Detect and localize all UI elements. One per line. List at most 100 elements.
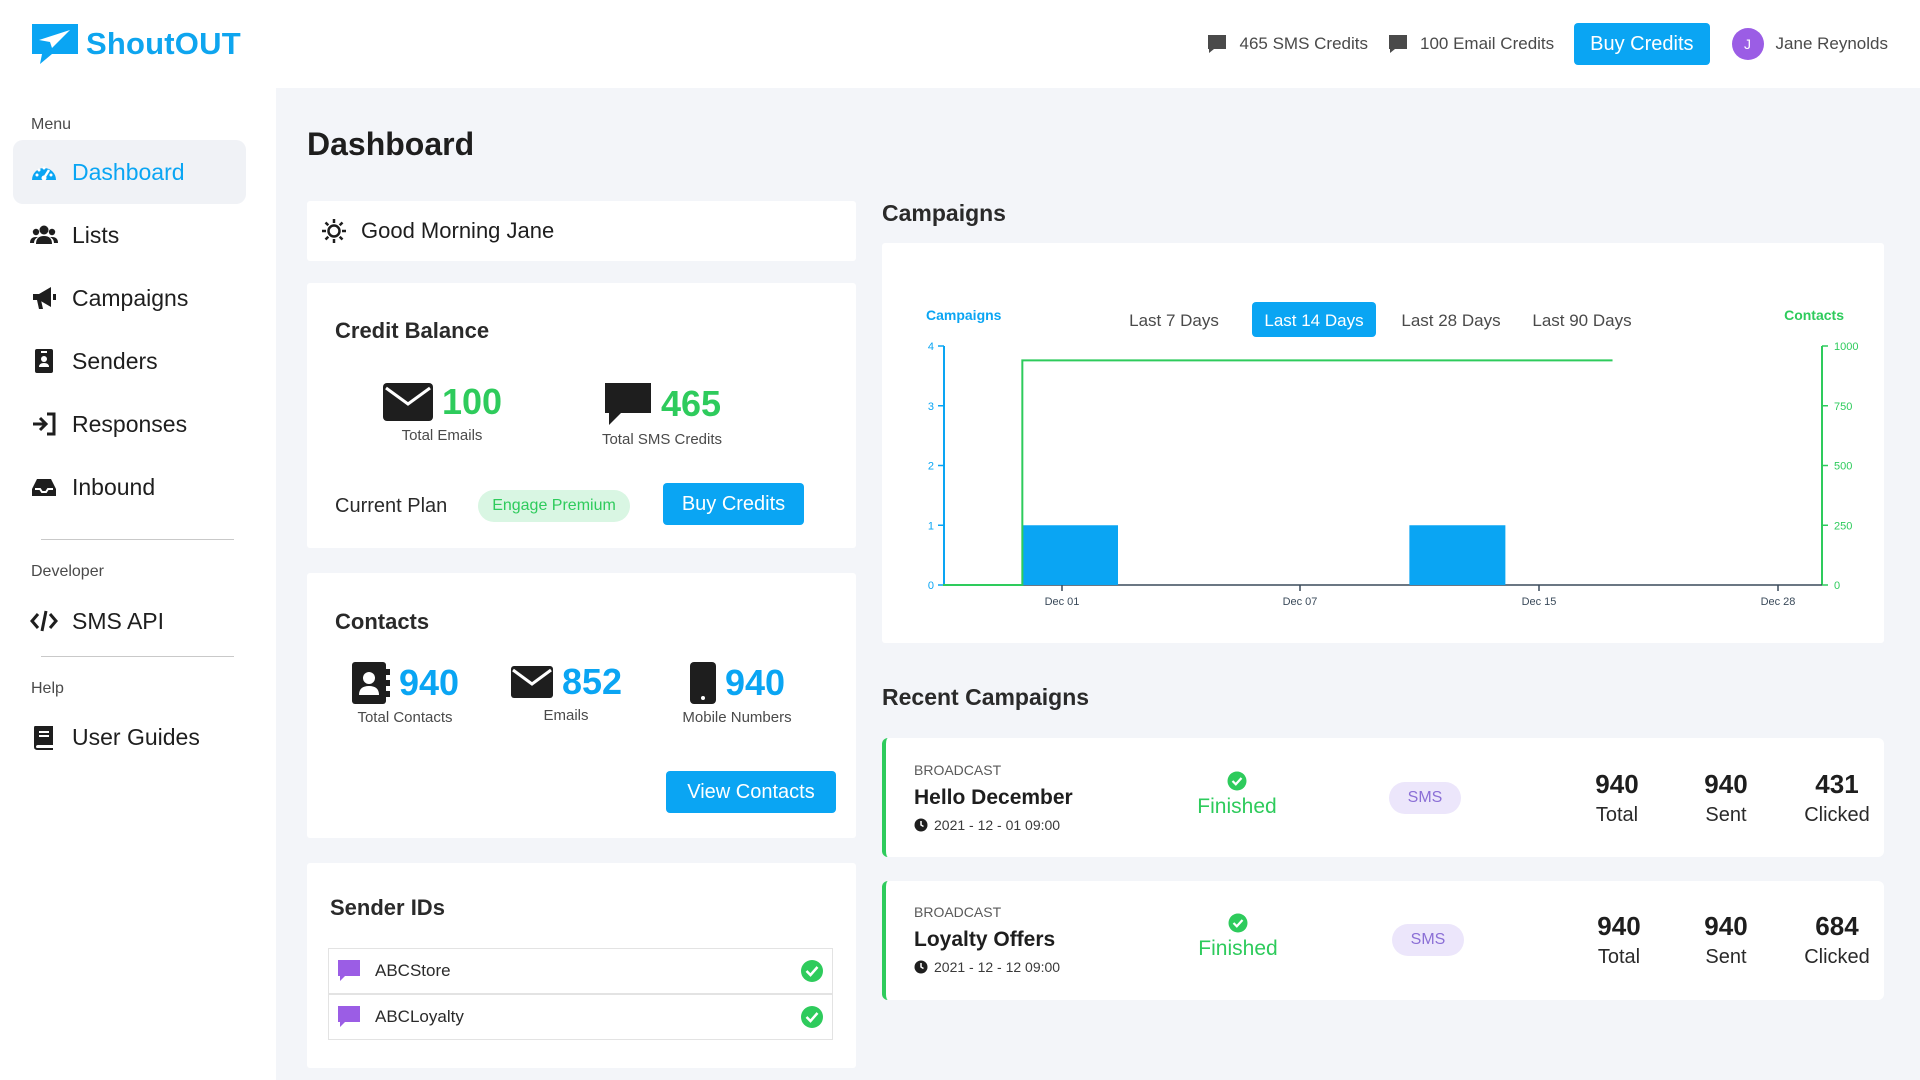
range-tab-active-bg[interactable] xyxy=(1252,302,1376,337)
envelope-icon xyxy=(510,666,553,698)
x-tick-label: Dec 15 xyxy=(1522,596,1557,608)
sms-bubble-icon xyxy=(1208,35,1227,53)
total-contacts-stat: 940 Total Contacts xyxy=(345,661,465,726)
buy-credits-button[interactable]: Buy Credits xyxy=(663,483,804,525)
email-credits-chip: 100 Email Credits xyxy=(1386,32,1554,56)
code-icon xyxy=(30,610,58,632)
megaphone-icon xyxy=(33,287,56,309)
id-badge-icon xyxy=(35,349,53,373)
sidebar-item-responses[interactable]: Responses xyxy=(13,392,246,456)
sidebar-item-label: Lists xyxy=(72,221,120,248)
sender-message-icon xyxy=(338,1006,360,1027)
sidebar-item-senders[interactable]: Senders xyxy=(13,329,246,393)
user-menu[interactable]: J Jane Reynolds xyxy=(1731,28,1888,60)
sidebar-item-label: Dashboard xyxy=(72,158,185,185)
metric-clicked-label: Clicked xyxy=(1804,804,1870,826)
campaigns-chart: Campaigns Contacts Last 7 Days Last 14 Days… xyxy=(926,302,1858,608)
metric-total: 940 Total xyxy=(1572,769,1662,827)
email-bubble-icon xyxy=(1388,35,1407,53)
dashboard-icon xyxy=(32,166,56,181)
channel-badge: SMS xyxy=(1389,782,1461,814)
sender-row[interactable]: ABCStore xyxy=(328,948,833,994)
inbox-icon xyxy=(32,479,56,496)
header-buy-credits-button[interactable]: Buy Credits xyxy=(1574,23,1710,65)
right-tick-label: 1000 xyxy=(1834,341,1858,353)
campaign-type: BROADCAST xyxy=(914,904,1002,920)
sidebar-item-user-guides[interactable]: User Guides xyxy=(13,705,246,769)
recent-campaign-card[interactable]: BROADCAST Loyalty Offers 2021 - 12 - 12 … xyxy=(882,881,1884,1000)
plan-badge: Engage Premium xyxy=(478,490,630,522)
sender-name: ABCStore xyxy=(375,961,451,980)
campaign-date: 2021 - 12 - 12 09:00 xyxy=(914,959,1060,975)
sidebar-item-inbound[interactable]: Inbound xyxy=(13,455,246,519)
sender-row[interactable]: ABCLoyalty xyxy=(328,994,833,1040)
email-credits-text: 100 Email Credits xyxy=(1419,34,1555,53)
campaign-bar[interactable] xyxy=(1409,525,1506,585)
user-name[interactable]: Jane Reynolds xyxy=(1775,34,1888,53)
campaign-bar[interactable] xyxy=(1022,525,1118,585)
greeting-card: Good Morning Jane xyxy=(307,201,856,261)
metric-clicked: 684 Clicked xyxy=(1792,911,1882,969)
left-tick-label: 3 xyxy=(928,401,934,413)
brand-name: ShoutOUT xyxy=(86,26,241,61)
campaign-status-text: Finished xyxy=(1198,937,1278,960)
sidebar-item-label: SMS API xyxy=(72,607,165,634)
sign-in-icon xyxy=(33,412,56,436)
avatar[interactable]: J xyxy=(1731,28,1764,60)
emails-stat: 852 Emails xyxy=(510,661,622,724)
message-bubble-icon xyxy=(604,383,651,425)
left-tick-label: 2 xyxy=(928,461,934,473)
sidebar-item-dashboard[interactable]: Dashboard xyxy=(13,140,246,204)
left-axis-title: Campaigns xyxy=(926,307,1002,323)
metric-sent-label: Sent xyxy=(1705,804,1747,826)
range-tab[interactable]: Last 90 Days xyxy=(1532,311,1631,330)
campaign-date-text: 2021 - 12 - 01 09:00 xyxy=(934,817,1061,833)
brand-logo[interactable]: ShoutOUT xyxy=(30,22,241,66)
campaigns-chart-card: Campaigns Contacts Last 7 Days Last 14 Days… xyxy=(882,243,1884,643)
clock-icon xyxy=(914,818,928,832)
help-section-label: Help xyxy=(31,680,64,697)
sender-ids-card: Sender IDs ABCStore ABCLoyalty xyxy=(307,863,856,1068)
menu-section-label: Menu xyxy=(31,116,72,133)
campaign-date-text: 2021 - 12 - 12 09:00 xyxy=(934,959,1061,975)
campaign-name[interactable]: Hello December xyxy=(914,786,1073,809)
sidebar-item-label: Inbound xyxy=(72,473,156,500)
sms-credits-chip: 465 SMS Credits xyxy=(1205,32,1368,56)
top-header: ShoutOUT 465 SMS Credits 100 Email Credi… xyxy=(0,0,1920,88)
view-contacts-button[interactable]: View Contacts xyxy=(666,771,836,813)
sun-icon xyxy=(322,219,346,243)
right-tick-label: 500 xyxy=(1834,461,1852,473)
range-tab[interactable]: Last 14 Days xyxy=(1264,311,1363,330)
page-title: Dashboard xyxy=(307,126,475,162)
campaign-date: 2021 - 12 - 01 09:00 xyxy=(914,817,1060,833)
range-tab[interactable]: Last 7 Days xyxy=(1129,311,1219,330)
total-emails-label: Total Emails xyxy=(401,427,483,444)
sidebar-item-campaigns[interactable]: Campaigns xyxy=(13,266,246,330)
sidebar: Menu Dashboard Lists Campaigns Senders R… xyxy=(0,88,276,1080)
sidebar-item-lists[interactable]: Lists xyxy=(13,203,246,267)
right-axis-title: Contacts xyxy=(1784,307,1844,323)
range-tab[interactable]: Last 28 Days xyxy=(1401,311,1500,330)
sender-message-icon xyxy=(338,960,360,981)
channel-badge: SMS xyxy=(1392,924,1464,956)
metric-clicked-value: 684 xyxy=(1815,911,1859,941)
verified-check-icon xyxy=(801,960,823,982)
campaign-status: Finished xyxy=(1177,771,1297,819)
contacts-title: Contacts xyxy=(335,609,430,634)
finished-check-icon xyxy=(1228,913,1248,933)
total-sms-value: 465 xyxy=(660,383,722,424)
recent-campaign-card[interactable]: BROADCAST Hello December 2021 - 12 - 01 … xyxy=(882,738,1884,857)
contacts-line xyxy=(943,359,1613,586)
metric-sent-value: 940 xyxy=(1704,769,1748,799)
finished-check-icon xyxy=(1227,771,1247,791)
sidebar-item-sms-api[interactable]: SMS API xyxy=(13,589,246,653)
greeting-text: Good Morning Jane xyxy=(361,218,555,243)
x-tick-label: Dec 07 xyxy=(1283,596,1318,608)
campaigns-section-title: Campaigns xyxy=(882,200,1006,226)
campaign-name[interactable]: Loyalty Offers xyxy=(914,928,1056,951)
mobile-numbers-value: 940 xyxy=(724,662,786,703)
right-tick-label: 0 xyxy=(1834,580,1840,592)
total-contacts-label: Total Contacts xyxy=(357,709,453,726)
contact-book-icon xyxy=(351,662,390,704)
metric-sent-value: 940 xyxy=(1704,911,1748,941)
